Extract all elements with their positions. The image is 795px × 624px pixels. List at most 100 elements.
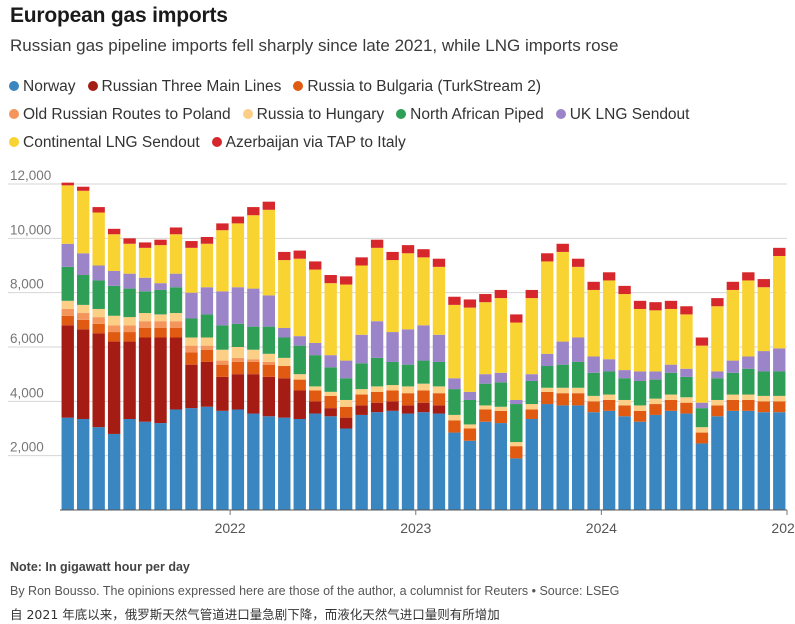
- bar-segment: [510, 314, 523, 323]
- bar-segment: [61, 315, 74, 326]
- bar-segment: [154, 283, 167, 290]
- bar-segment: [370, 239, 384, 248]
- bar-segment: [695, 337, 709, 346]
- y-tick-label: 4,000: [10, 385, 44, 400]
- bar-segment: [742, 280, 755, 357]
- bar-segment: [711, 371, 724, 379]
- bar-segment: [680, 413, 693, 510]
- bar-segment: [107, 341, 121, 434]
- bar-segment: [107, 270, 121, 286]
- bar-segment: [401, 253, 415, 330]
- bar-segment: [773, 412, 786, 510]
- bar-segment: [757, 279, 770, 288]
- bar-segment: [773, 395, 786, 402]
- legend-item: Continental LNG Sendout: [9, 129, 200, 157]
- bar-segment: [571, 266, 585, 338]
- bar-segment: [726, 399, 740, 411]
- bar-segment: [200, 314, 214, 338]
- bar-segment: [417, 360, 430, 384]
- bar-segment: [61, 185, 74, 244]
- bar-segment: [231, 287, 245, 324]
- bar-segment: [618, 405, 631, 417]
- bar-segment: [448, 304, 461, 379]
- bar-segment: [432, 413, 446, 510]
- bar-segment: [463, 399, 477, 425]
- bar-segment: [633, 380, 647, 406]
- bar-segment: [370, 386, 384, 392]
- bar-segment: [525, 418, 538, 510]
- bar-segment: [370, 247, 384, 322]
- bar-segment: [494, 423, 508, 510]
- bar-segment: [154, 423, 167, 510]
- bar-segment: [77, 304, 90, 314]
- bar-segment: [77, 275, 90, 305]
- bar-segment: [247, 207, 260, 216]
- bar-segment: [278, 417, 291, 510]
- bar-segment: [123, 332, 136, 342]
- bar-segment: [138, 313, 152, 322]
- legend-item: Russia to Bulgaria (TurkStream 2): [293, 73, 541, 101]
- chart-title: European gas imports: [10, 4, 228, 27]
- legend-swatch: [9, 81, 19, 91]
- bar-segment: [587, 401, 600, 413]
- bar-segment: [556, 341, 569, 365]
- bar-segment: [432, 258, 446, 267]
- bar-segment: [185, 247, 198, 293]
- bar-segment: [231, 357, 245, 362]
- bar-segment: [587, 356, 600, 373]
- bar-segment: [525, 380, 538, 405]
- bar-segment: [479, 374, 492, 384]
- bar-segment: [525, 298, 538, 375]
- bar-segment: [680, 397, 693, 403]
- bar-segment: [370, 412, 384, 510]
- bar-segment: [324, 395, 337, 409]
- bar-segment: [432, 334, 446, 362]
- bar-segment: [726, 410, 740, 510]
- bar-segment: [92, 323, 105, 334]
- y-tick-label: 12,000: [10, 170, 51, 183]
- bar-segment: [695, 345, 709, 403]
- bar-segment: [494, 298, 508, 373]
- bar-segment: [664, 410, 678, 510]
- bar-segment: [386, 251, 399, 261]
- bar-segment: [541, 353, 554, 367]
- bar-segment: [417, 412, 430, 510]
- bar-segment: [154, 321, 167, 328]
- bar-segment: [262, 364, 275, 377]
- bar-segment: [773, 371, 786, 396]
- bar-segment: [278, 366, 291, 379]
- bar-segment: [401, 386, 415, 394]
- bar-segment: [355, 363, 368, 390]
- bar-segment: [711, 298, 724, 307]
- bar-segment: [664, 300, 678, 309]
- legend-label: Norway: [23, 78, 76, 95]
- bar-segment: [154, 289, 167, 315]
- legend-swatch: [9, 109, 19, 119]
- bar-segment: [107, 433, 121, 510]
- bar-segment: [680, 314, 693, 369]
- bar-segment: [77, 186, 90, 191]
- bar-segment: [417, 257, 430, 326]
- bar-segment: [726, 289, 740, 361]
- bar-segment: [633, 410, 647, 422]
- bar-segment: [216, 291, 229, 326]
- bar-segment: [602, 399, 616, 411]
- bar-segment: [726, 281, 740, 290]
- bar-segment: [448, 432, 461, 510]
- bar-segment: [169, 227, 183, 235]
- bar-segment: [417, 249, 430, 258]
- bar-segment: [216, 410, 229, 510]
- bar-segment: [278, 357, 291, 367]
- bar-segment: [339, 399, 353, 407]
- bar-segment: [61, 266, 74, 301]
- bar-segment: [432, 361, 446, 387]
- bar-segment: [324, 275, 337, 284]
- bar-segment: [247, 359, 260, 362]
- bar-segment: [664, 394, 678, 400]
- bar-segment: [618, 285, 631, 295]
- bar-segment: [757, 401, 770, 413]
- bar-segment: [293, 336, 306, 346]
- legend-label: Old Russian Routes to Poland: [23, 106, 231, 123]
- bar-segment: [92, 212, 105, 266]
- bar-segment: [247, 361, 260, 375]
